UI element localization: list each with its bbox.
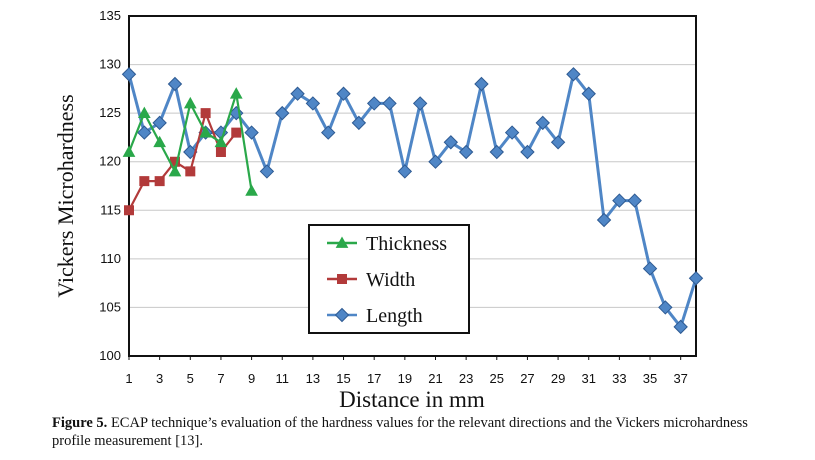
x-tick-label: 13 xyxy=(306,371,320,386)
data-point xyxy=(167,76,183,92)
data-point xyxy=(200,108,211,119)
y-axis-title: Vickers Microhardness xyxy=(53,94,78,297)
series-layer xyxy=(121,67,704,335)
data-point xyxy=(443,135,459,150)
data-point xyxy=(612,193,627,208)
legend-label: Width xyxy=(366,269,415,291)
legend-item-length: Length xyxy=(327,305,423,327)
legend-label: Thickness xyxy=(366,233,447,255)
caption-label: Figure 5. xyxy=(52,415,108,431)
y-tick-label: 125 xyxy=(99,105,121,120)
data-point xyxy=(673,319,688,335)
data-point xyxy=(122,145,136,157)
data-point xyxy=(627,193,642,208)
x-tick-label: 17 xyxy=(367,371,381,386)
caption-text: ECAP technique’s evaluation of the hardn… xyxy=(52,415,748,449)
data-point xyxy=(137,125,152,140)
x-tick-label: 5 xyxy=(187,371,194,386)
x-tick-label: 23 xyxy=(459,371,473,386)
data-point xyxy=(336,86,351,101)
x-tick-label: 11 xyxy=(275,371,289,386)
y-tick-label: 100 xyxy=(99,348,121,363)
data-point xyxy=(199,126,212,138)
y-tick-label: 135 xyxy=(99,8,121,23)
data-point xyxy=(290,86,305,101)
data-point xyxy=(245,184,258,196)
x-tick-label: 15 xyxy=(336,371,350,386)
data-point xyxy=(366,96,382,111)
data-point xyxy=(535,115,550,131)
data-point xyxy=(474,76,489,92)
x-tick-label: 29 xyxy=(551,371,565,386)
data-point xyxy=(275,105,290,121)
data-point xyxy=(520,144,535,160)
legend-marker xyxy=(335,236,349,248)
series-length xyxy=(121,67,704,335)
data-point xyxy=(382,96,397,111)
legend-item-width: Width xyxy=(327,269,415,291)
data-point xyxy=(183,96,197,109)
data-point xyxy=(121,67,137,82)
x-tick-label: 1 xyxy=(125,371,132,386)
data-point xyxy=(458,144,474,160)
x-tick-label: 3 xyxy=(156,371,163,386)
data-point xyxy=(504,125,520,140)
legend-label: Length xyxy=(366,305,423,327)
data-point xyxy=(581,86,596,101)
data-point xyxy=(642,261,658,276)
data-point xyxy=(229,87,243,99)
figure-caption: Figure 5. ECAP technique’s evaluation of… xyxy=(52,414,772,450)
data-point xyxy=(214,135,228,148)
data-point xyxy=(137,106,151,119)
data-point xyxy=(351,115,367,131)
data-point xyxy=(185,166,196,177)
data-point xyxy=(231,127,242,138)
data-point xyxy=(259,164,275,179)
data-point xyxy=(489,144,504,160)
legend-item-thickness: Thickness xyxy=(327,233,447,255)
y-axis-ticks: 100 105 110 115 120 125 130 135 xyxy=(99,8,121,363)
data-point xyxy=(596,212,612,228)
x-axis-ticks: 1 3 5 7 9 11 13 15 17 19 21 23 25 27 29 31 33 35 37 xyxy=(125,356,688,386)
data-point xyxy=(153,135,166,148)
data-point xyxy=(244,125,259,140)
data-point xyxy=(305,96,321,111)
legend: Thickness Width Length xyxy=(308,224,470,334)
data-point xyxy=(152,115,167,131)
x-axis-title: Distance in mm xyxy=(339,387,485,410)
x-tick-label: 31 xyxy=(581,371,595,386)
data-point xyxy=(154,176,165,187)
x-tick-label: 7 xyxy=(217,371,224,386)
plot-area-border xyxy=(128,15,697,357)
data-point xyxy=(168,164,182,177)
data-point xyxy=(688,271,704,286)
x-tick-label: 25 xyxy=(490,371,504,386)
y-tick-label: 130 xyxy=(99,57,121,72)
y-tick-label: 110 xyxy=(100,251,121,266)
x-tick-label: 37 xyxy=(673,371,687,386)
x-tick-label: 21 xyxy=(428,371,442,386)
data-point xyxy=(215,147,226,157)
data-point xyxy=(397,164,413,179)
x-tick-label: 19 xyxy=(398,371,412,386)
data-point xyxy=(658,300,673,315)
data-point xyxy=(139,176,150,187)
legend-marker xyxy=(334,307,350,323)
data-point xyxy=(566,67,581,82)
y-tick-label: 105 xyxy=(99,299,121,314)
x-tick-label: 27 xyxy=(520,371,534,386)
data-point xyxy=(428,154,443,169)
data-point xyxy=(124,205,134,216)
y-tick-label: 115 xyxy=(100,202,121,217)
x-tick-label: 9 xyxy=(248,371,255,386)
series-thickness xyxy=(122,87,258,196)
data-point xyxy=(550,135,566,150)
x-tick-label: 33 xyxy=(612,371,626,386)
x-tick-label: 35 xyxy=(643,371,657,386)
legend-marker xyxy=(337,274,347,284)
data-point xyxy=(321,125,336,140)
data-point xyxy=(412,96,428,111)
y-tick-label: 120 xyxy=(99,154,121,169)
